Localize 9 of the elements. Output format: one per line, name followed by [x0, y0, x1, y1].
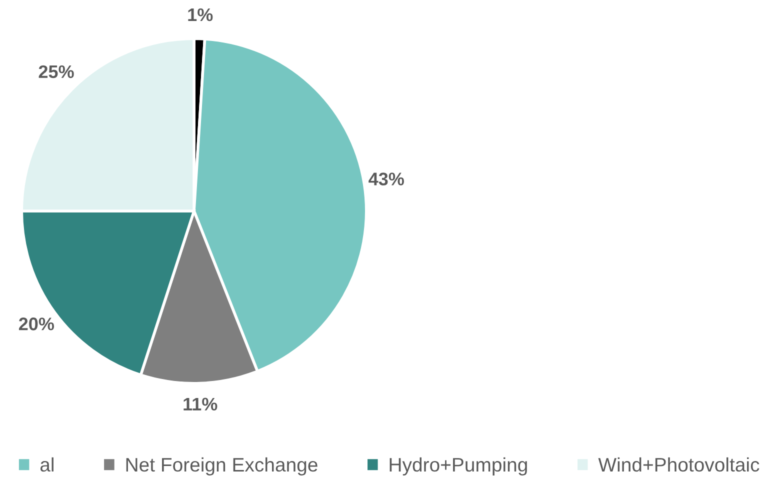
legend-label: Net Foreign Exchange: [126, 457, 318, 476]
data-label: 20%: [18, 318, 54, 330]
legend-label: Hydro+Pumping: [390, 457, 527, 476]
legend-label: Wind+Photovoltaic: [598, 457, 760, 472]
data-label: 11%: [184, 398, 218, 411]
legend-label: al: [40, 457, 54, 472]
data-label: 1%: [188, 8, 213, 22]
data-label: 43%: [368, 172, 404, 186]
data-label: 25%: [38, 65, 74, 78]
